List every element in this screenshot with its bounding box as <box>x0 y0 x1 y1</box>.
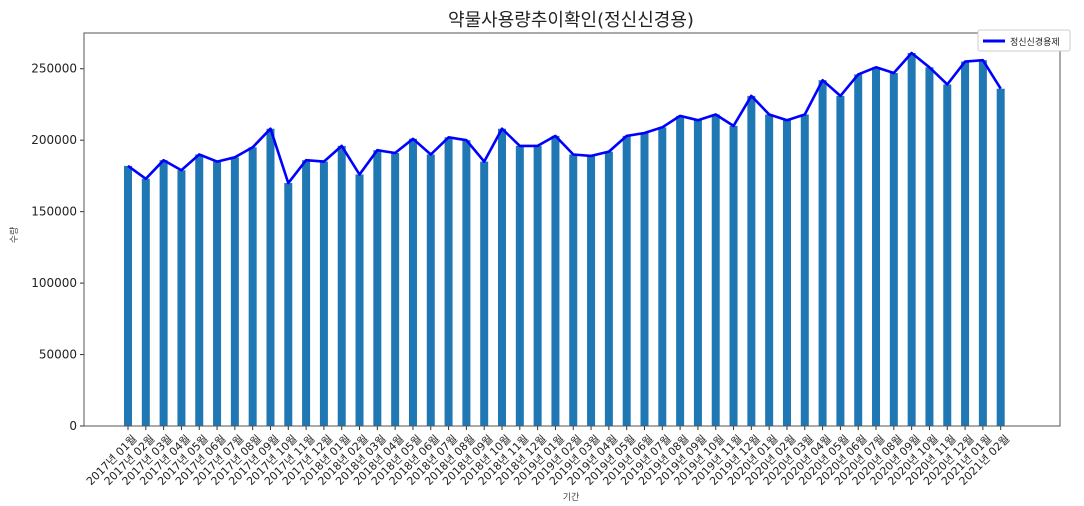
bar <box>640 133 649 426</box>
bar <box>248 147 257 426</box>
bar <box>711 114 720 426</box>
bar <box>391 153 400 426</box>
bar <box>569 154 578 427</box>
bar <box>996 88 1005 426</box>
y-tick-label: 150000 <box>31 205 77 219</box>
bar <box>889 73 898 427</box>
bar <box>498 128 507 426</box>
bar <box>302 160 311 426</box>
legend-label: 정신신경용제 <box>1010 36 1060 48</box>
bar <box>943 84 952 427</box>
bar <box>515 145 524 426</box>
bar <box>978 60 987 426</box>
bar <box>533 145 542 426</box>
bar <box>587 155 596 426</box>
bar <box>658 127 667 426</box>
y-tick-label: 200000 <box>31 133 77 147</box>
bar <box>782 120 791 426</box>
bar <box>604 151 613 426</box>
bar <box>213 161 222 427</box>
y-tick-label: 50000 <box>39 348 77 362</box>
bar <box>676 115 685 427</box>
bar <box>480 161 489 427</box>
bar <box>426 154 435 427</box>
bar <box>319 161 328 427</box>
bar <box>765 114 774 426</box>
y-tick-label: 250000 <box>31 62 77 76</box>
bar <box>195 154 204 427</box>
y-tick-label: 0 <box>69 419 77 433</box>
bar <box>800 114 809 426</box>
bar <box>373 150 382 426</box>
bar <box>961 61 970 426</box>
bar <box>159 160 168 426</box>
bar <box>177 170 186 426</box>
bar <box>266 128 275 426</box>
bar <box>462 140 471 426</box>
bar <box>230 157 239 426</box>
bar <box>836 95 845 426</box>
bar <box>337 145 346 426</box>
series-line <box>127 51 1002 185</box>
chart-title: 약물사용량추이확인(정신신경용) <box>448 10 694 31</box>
bar <box>854 74 863 426</box>
y-axis-label: 수량 <box>8 227 20 244</box>
bar <box>284 183 293 426</box>
bar <box>693 120 702 426</box>
bar <box>551 135 560 427</box>
bar <box>872 67 881 426</box>
legend-box <box>977 29 1071 52</box>
x-axis-label: 기간 <box>563 492 580 502</box>
bar <box>622 135 631 427</box>
bar <box>925 67 934 426</box>
y-tick-label: 100000 <box>31 276 77 290</box>
bar <box>408 138 417 426</box>
bar <box>124 165 132 426</box>
bar <box>818 80 827 426</box>
legend: 정신신경용제 <box>977 29 1071 52</box>
bar <box>444 137 453 426</box>
plot-frame <box>83 32 1061 427</box>
bar <box>907 53 916 427</box>
bar <box>729 125 738 427</box>
bar <box>355 174 364 426</box>
bar <box>141 178 150 426</box>
bar <box>747 95 756 426</box>
